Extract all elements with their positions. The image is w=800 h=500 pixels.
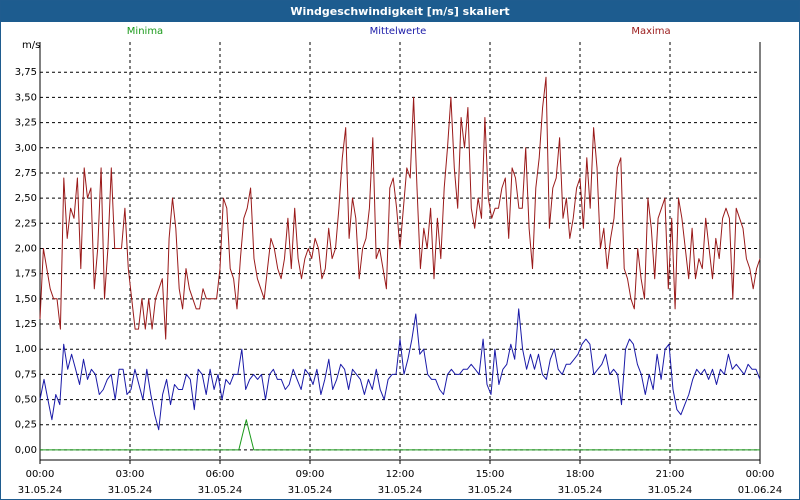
- x-tick-time: 06:00: [206, 469, 235, 480]
- plot-frame: [39, 42, 761, 461]
- legend-minima: Minima: [127, 26, 163, 37]
- x-tick-time: 00:00: [26, 469, 55, 480]
- x-tick-time: 09:00: [296, 469, 325, 480]
- x-tick-time: 03:00: [116, 469, 145, 480]
- y-tick-label: 3,75: [15, 67, 37, 78]
- x-tick-time: 00:00: [746, 469, 775, 480]
- y-axis-label: m/s: [22, 40, 40, 51]
- y-tick-label: 1,50: [15, 294, 37, 305]
- window-title: Windgeschwindigkeit [m/s] skaliert: [1, 1, 799, 22]
- y-tick-label: 2,75: [15, 168, 37, 179]
- x-tick-date: 31.05.24: [648, 485, 693, 496]
- y-tick-label: 3,25: [15, 118, 37, 129]
- y-tick-label: 1,25: [15, 319, 37, 330]
- series-mittelwerte-line: [39, 308, 761, 431]
- x-tick-date: 31.05.24: [198, 485, 243, 496]
- legend-mittelwerte: Mittelwerte: [370, 26, 427, 37]
- y-tick-label: 0,00: [15, 445, 37, 456]
- y-tick-label: 0,25: [15, 420, 37, 431]
- grid-layer: [39, 42, 761, 464]
- y-tick-label: 1,75: [15, 269, 37, 280]
- y-tick-labels: 0,00 0,25 0,50 0,75 1,00 1,25 1,50 1,75 2,00 2,25…: [15, 67, 37, 456]
- x-tick-date: 31.05.24: [18, 485, 63, 496]
- x-tick-time: 18:00: [566, 469, 595, 480]
- y-tick-label: 2,50: [15, 193, 37, 204]
- x-tick-time: 15:00: [476, 469, 505, 480]
- x-tick-time: 12:00: [386, 469, 415, 480]
- series-layer: [39, 76, 761, 451]
- x-tick-date: 31.05.24: [468, 485, 513, 496]
- y-tick-label: 3,50: [15, 92, 37, 103]
- y-tick-label: 0,75: [15, 369, 37, 380]
- x-tick-labels: 00:00 31.05.24 03:00 31.05.24 06:00 31.05.24 0…: [18, 469, 783, 496]
- legend-maxima: Maxima: [631, 26, 670, 37]
- x-tick-date: 31.05.24: [288, 485, 333, 496]
- series-maxima-line: [39, 76, 761, 340]
- x-tick-time: 21:00: [656, 469, 685, 480]
- y-tick-label: 0,50: [15, 395, 37, 406]
- y-tick-label: 3,00: [15, 143, 37, 154]
- x-tick-date: 31.05.24: [378, 485, 423, 496]
- x-tick-date: 31.05.24: [108, 485, 153, 496]
- series-minima-line: [40, 419, 760, 451]
- y-tick-label: 2,25: [15, 218, 37, 229]
- x-tick-date: 01.06.24: [738, 485, 783, 496]
- x-tick-date: 31.05.24: [558, 485, 603, 496]
- y-tick-label: 2,00: [15, 243, 37, 254]
- y-tick-label: 1,00: [15, 344, 37, 355]
